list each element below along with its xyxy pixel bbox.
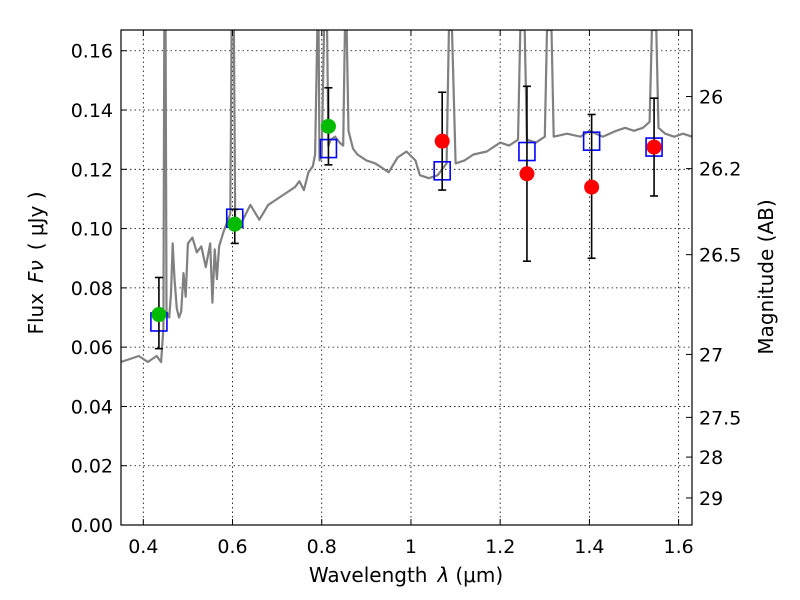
plot-area [121, 30, 692, 364]
red-data-point [519, 166, 535, 182]
red-data-point [646, 139, 662, 155]
x-tick-label: 1.6 [664, 536, 694, 558]
y-tick-label: 0.06 [71, 337, 113, 359]
spectrum-line [121, 30, 692, 364]
photometry-points [151, 118, 662, 323]
y-tick-label: 0.08 [71, 278, 113, 300]
y-tick-label: 0.04 [71, 396, 113, 418]
x-tick-label: 1.4 [574, 536, 604, 558]
y-tick-label: 0.12 [71, 159, 113, 181]
y-tick-label: 0.10 [71, 219, 113, 241]
y2-tick-label: 26.5 [699, 245, 741, 267]
red-data-point [584, 179, 600, 195]
y2-tick-label: 26 [699, 87, 723, 109]
grid [121, 30, 692, 526]
plot-frame [120, 29, 693, 526]
y-tick-labels: 0.00 0.02 0.04 0.06 0.08 0.10 0.12 0.14 0.16 [71, 41, 113, 537]
x-tick-labels: 0.4 0.6 0.8 1 1.2 1.4 1.6 [128, 536, 694, 558]
x-axis-label: Wavelength λ (μm) [309, 563, 503, 587]
y-axis-label-symbol: Fν [24, 260, 48, 283]
x-axis-label-symbol: λ [437, 563, 450, 587]
error-bars [154, 85, 659, 350]
y-axis-label: Flux Fν ( μJy ) [24, 191, 48, 334]
y2-tick-label: 28 [699, 447, 723, 469]
y2-tick-labels: 26 26.2 26.5 27 27.5 28 29 [699, 87, 741, 510]
green-data-point [151, 307, 167, 323]
y-axis-label-text: Flux [24, 293, 48, 335]
x-tick-label: 0.6 [217, 536, 247, 558]
x-tick-label: 0.4 [128, 536, 158, 558]
x-axis-label-text: Wavelength [309, 563, 428, 587]
y2-tick-label: 26.2 [699, 159, 741, 181]
y-tick-label: 0.02 [71, 456, 113, 478]
x-axis-label-unit: (μm) [455, 563, 503, 587]
y-tick-label: 0.14 [71, 100, 113, 122]
axis-ticks [121, 30, 692, 526]
green-data-point [227, 216, 243, 232]
y-tick-label: 0.16 [71, 41, 113, 63]
y2-axis-label: Magnitude (AB) [754, 199, 778, 354]
red-data-point [434, 133, 450, 149]
y-tick-label: 0.00 [71, 515, 113, 537]
x-tick-label: 1.2 [485, 536, 515, 558]
x-tick-label: 1 [405, 536, 417, 558]
y2-tick-label: 27 [699, 344, 723, 366]
green-data-point [320, 118, 336, 134]
y2-tick-label: 29 [699, 488, 723, 510]
x-tick-label: 0.8 [307, 536, 337, 558]
y-axis-label-unit: ( μJy ) [24, 191, 48, 250]
y2-tick-label: 27.5 [699, 407, 741, 429]
